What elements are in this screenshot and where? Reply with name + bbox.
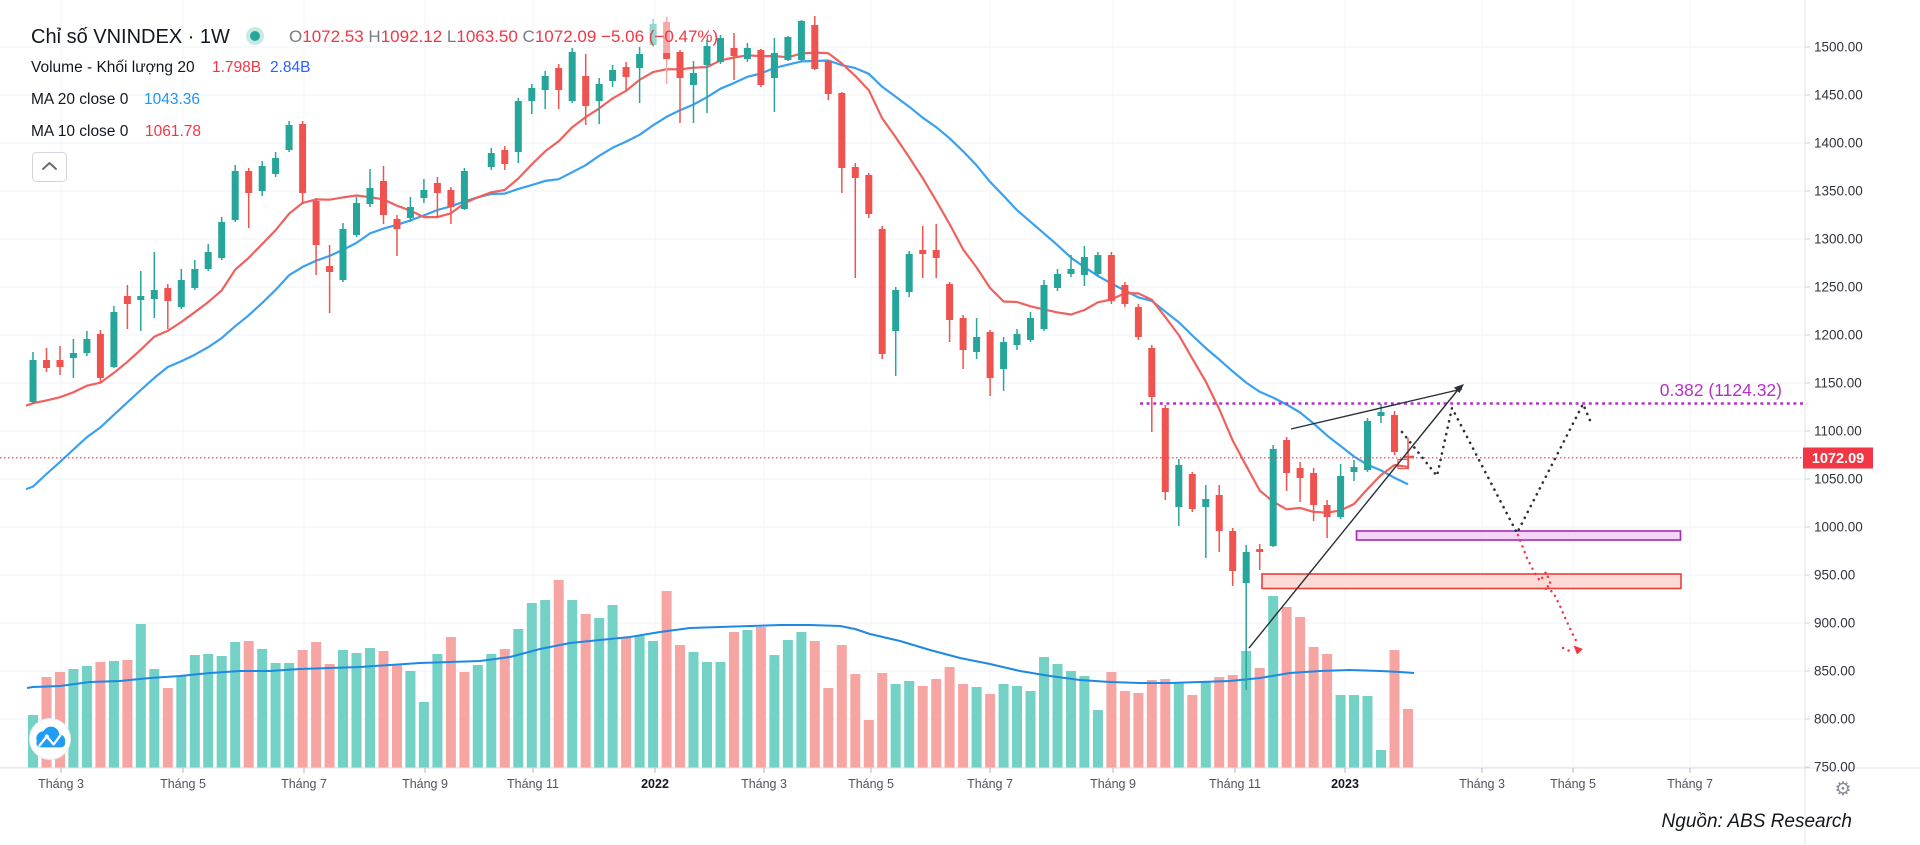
svg-text:MA 10 close 0: MA 10 close 0 — [31, 123, 129, 140]
svg-text:Tháng 7: Tháng 7 — [1667, 777, 1713, 791]
svg-text:Tháng 9: Tháng 9 — [1090, 777, 1136, 791]
svg-text:Tháng 5: Tháng 5 — [160, 777, 206, 791]
svg-text:0.382 (1124.32): 0.382 (1124.32) — [1660, 380, 1782, 400]
svg-text:1.798B: 1.798B — [212, 59, 261, 76]
svg-text:Volume - Khối lượng 20: Volume - Khối lượng 20 — [31, 59, 195, 76]
svg-text:Nguồn: ABS Research: Nguồn: ABS Research — [1662, 811, 1852, 832]
svg-text:1061.78: 1061.78 — [145, 123, 201, 140]
svg-text:Tháng 9: Tháng 9 — [402, 777, 448, 791]
svg-text:2022: 2022 — [641, 777, 669, 791]
svg-text:Tháng 5: Tháng 5 — [848, 777, 894, 791]
svg-text:⚙: ⚙ — [1834, 779, 1851, 800]
svg-text:1200.00: 1200.00 — [1814, 328, 1863, 343]
svg-text:1050.00: 1050.00 — [1814, 472, 1863, 487]
svg-text:Tháng 3: Tháng 3 — [38, 777, 84, 791]
svg-text:Tháng 3: Tháng 3 — [1459, 777, 1505, 791]
svg-text:1100.00: 1100.00 — [1814, 424, 1862, 439]
svg-text:O1072.53 H1092.12 L1063.50 C10: O1072.53 H1092.12 L1063.50 C1072.09 −5.0… — [289, 27, 718, 46]
svg-text:1400.00: 1400.00 — [1814, 136, 1863, 151]
svg-text:1072.09: 1072.09 — [1812, 451, 1864, 467]
svg-text:1500.00: 1500.00 — [1814, 40, 1863, 55]
svg-text:1300.00: 1300.00 — [1814, 232, 1863, 247]
svg-text:900.00: 900.00 — [1814, 616, 1855, 631]
svg-text:1350.00: 1350.00 — [1814, 184, 1863, 199]
svg-text:Tháng 7: Tháng 7 — [281, 777, 327, 791]
svg-text:Tháng 7: Tháng 7 — [967, 777, 1013, 791]
svg-text:1000.00: 1000.00 — [1814, 520, 1863, 535]
svg-text:750.00: 750.00 — [1814, 760, 1855, 775]
svg-text:1450.00: 1450.00 — [1814, 88, 1863, 103]
svg-text:Tháng 3: Tháng 3 — [741, 777, 787, 791]
svg-text:2023: 2023 — [1331, 777, 1359, 791]
svg-text:MA 20 close 0: MA 20 close 0 — [31, 91, 129, 108]
svg-text:950.00: 950.00 — [1814, 568, 1855, 583]
svg-text:Tháng 5: Tháng 5 — [1550, 777, 1596, 791]
svg-text:2.84B: 2.84B — [270, 59, 311, 76]
svg-text:Chỉ số VNINDEX · 1W: Chỉ số VNINDEX · 1W — [31, 26, 230, 48]
svg-text:Tháng 11: Tháng 11 — [1209, 777, 1261, 791]
svg-text:1250.00: 1250.00 — [1814, 280, 1863, 295]
svg-text:Tháng 11: Tháng 11 — [507, 777, 559, 791]
svg-text:1150.00: 1150.00 — [1814, 376, 1862, 391]
svg-text:800.00: 800.00 — [1814, 712, 1855, 727]
svg-text:1043.36: 1043.36 — [144, 91, 200, 108]
svg-text:850.00: 850.00 — [1814, 664, 1855, 679]
